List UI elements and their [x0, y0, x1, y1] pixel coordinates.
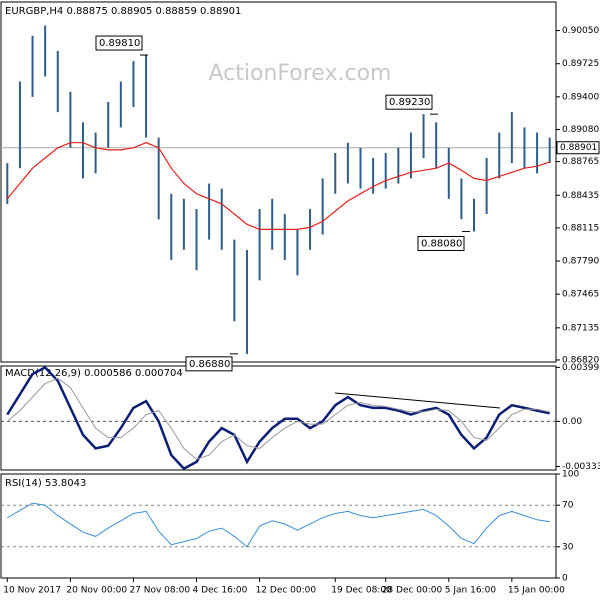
y-tick-label: 0	[562, 574, 568, 584]
y-tick-label: 0.87465	[562, 290, 599, 300]
x-tick-label: 28 Dec 00:00	[382, 586, 443, 596]
macd-frame	[0, 365, 557, 471]
macd-title: MACD(12,26,9) 0.000586 0.000704	[5, 368, 183, 379]
x-tick-label: 15 Jan 00:00	[508, 586, 565, 596]
x-tick-label: 5 Jan 16:00	[445, 586, 497, 596]
annotation-label: 0.89810	[99, 38, 140, 49]
y-tick-label: 0.88435	[562, 191, 599, 201]
y-tick-label: 0.88115	[562, 223, 599, 233]
macd-line	[6, 365, 550, 471]
x-tick-label: 12 Dec 00:00	[256, 586, 317, 596]
watermark: ActionForex.com	[209, 61, 392, 86]
x-tick-label: 27 Nov 08:00	[129, 586, 190, 596]
annotation-box	[417, 235, 465, 251]
y-tick-label: 0.89725	[562, 59, 599, 69]
y-tick-label: 0.90050	[562, 26, 599, 36]
annotation-label: 0.89230	[389, 97, 430, 108]
y-tick-label: 100	[562, 470, 579, 480]
rsi-frame	[0, 473, 557, 579]
y-tick-label: 0.89080	[562, 125, 599, 135]
y-tick-label: 0.88765	[562, 157, 599, 167]
trend-line	[334, 392, 501, 409]
current-price-label: 0.88901	[560, 143, 597, 153]
y-tick-label: 0.89400	[562, 92, 599, 102]
current-price-box	[556, 141, 600, 155]
x-tick-label: 10 Nov 2017	[3, 586, 61, 596]
y-tick-label: 0.87790	[562, 257, 599, 267]
x-tick-label: 20 Nov 00:00	[66, 586, 127, 596]
annotation-label: 0.86880	[189, 359, 230, 370]
y-tick-label: 70	[562, 501, 574, 511]
annotation-box	[95, 35, 143, 51]
y-tick-label: 30	[562, 542, 574, 552]
y-tick-label: 0.003998	[562, 363, 600, 373]
chart-title: EURGBP,H4 0.88875 0.88905 0.88859 0.8890…	[5, 6, 241, 17]
rsi-title: RSI(14) 53.8043	[5, 478, 86, 489]
y-tick-label: 0.00	[562, 417, 582, 427]
macd-line	[6, 377, 550, 460]
moving-average	[6, 142, 550, 230]
annotation-box	[385, 94, 433, 110]
y-tick-label: 0.87135	[562, 323, 599, 333]
annotation-box	[185, 356, 233, 372]
y-tick-label: -0.003339	[562, 462, 600, 472]
rsi-line	[7, 502, 550, 548]
x-tick-label: 19 Dec 08:00	[331, 586, 392, 596]
price-frame	[0, 1, 557, 363]
y-tick-label: 0.86820	[562, 355, 599, 365]
x-tick-label: 4 Dec 16:00	[193, 586, 248, 596]
annotation-label: 0.88080	[421, 238, 462, 249]
